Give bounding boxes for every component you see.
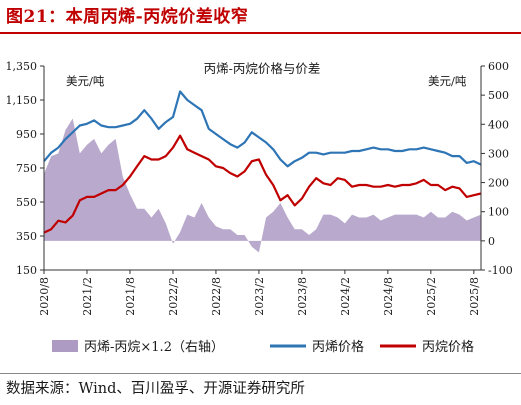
legend-swatch-spread xyxy=(52,340,78,352)
left-tick-label: 950 xyxy=(16,128,37,141)
x-tick-label: 2024/8 xyxy=(382,277,395,316)
right-tick-label: 200 xyxy=(488,177,509,190)
x-tick-label: 2020/8 xyxy=(38,277,51,316)
x-tick-label: 2021/2 xyxy=(81,277,94,316)
right-axis-unit: 美元/吨 xyxy=(428,74,467,88)
right-tick-label: 300 xyxy=(488,147,509,160)
plot-area: 150 350 550 750 950 1,150 1,350 -100 0 100 200 300 4… xyxy=(6,60,513,355)
x-tick-label: 2023/2 xyxy=(253,277,266,316)
right-tick-label: -100 xyxy=(488,264,513,277)
x-tick-label: 2023/8 xyxy=(296,277,309,316)
x-tick-label: 2025/2 xyxy=(425,277,438,316)
right-tick-label: 100 xyxy=(488,206,509,219)
title-rule xyxy=(0,32,521,34)
series-area-spread xyxy=(44,118,481,253)
source-rule xyxy=(0,373,521,374)
right-tick-label: 400 xyxy=(488,118,509,131)
right-tick-label: 600 xyxy=(488,60,509,73)
figure-title: 图21：本周丙烯-丙烷价差收窄 xyxy=(6,7,249,27)
left-axis-unit: 美元/吨 xyxy=(66,74,105,88)
source-note: 数据来源：Wind、百川盈孚、开源证券研究所 xyxy=(6,381,305,397)
x-tick-label: 2022/8 xyxy=(210,277,223,316)
left-tick-label: 750 xyxy=(16,162,37,175)
chart-title: 丙烯-丙烷价格与价差 xyxy=(204,61,321,76)
right-tick-label: 0 xyxy=(488,235,495,248)
legend-label: 丙烯-丙烷×1.2（右轴） xyxy=(84,340,224,355)
chart: 丙烯-丙烷价格与价差 美元/吨 美元/吨 150 350 550 750 950 1,15… xyxy=(6,60,513,355)
x-tick-label: 2024/2 xyxy=(339,277,352,316)
left-tick-label: 150 xyxy=(16,264,37,277)
x-tick-label: 2021/8 xyxy=(124,277,137,316)
left-tick-label: 350 xyxy=(16,230,37,243)
series-line-propane xyxy=(43,134,482,234)
x-tick-label: 2022/2 xyxy=(167,277,180,316)
left-tick-label: 1,350 xyxy=(6,60,38,73)
left-tick-label: 1,150 xyxy=(6,94,38,107)
left-tick-label: 550 xyxy=(16,196,37,209)
x-tick-label: 2025/8 xyxy=(468,277,481,316)
right-tick-label: 500 xyxy=(488,89,509,102)
legend-label: 丙烯价格 xyxy=(312,339,364,355)
legend-label: 丙烷价格 xyxy=(422,339,474,355)
series-line-propylene xyxy=(43,90,482,168)
